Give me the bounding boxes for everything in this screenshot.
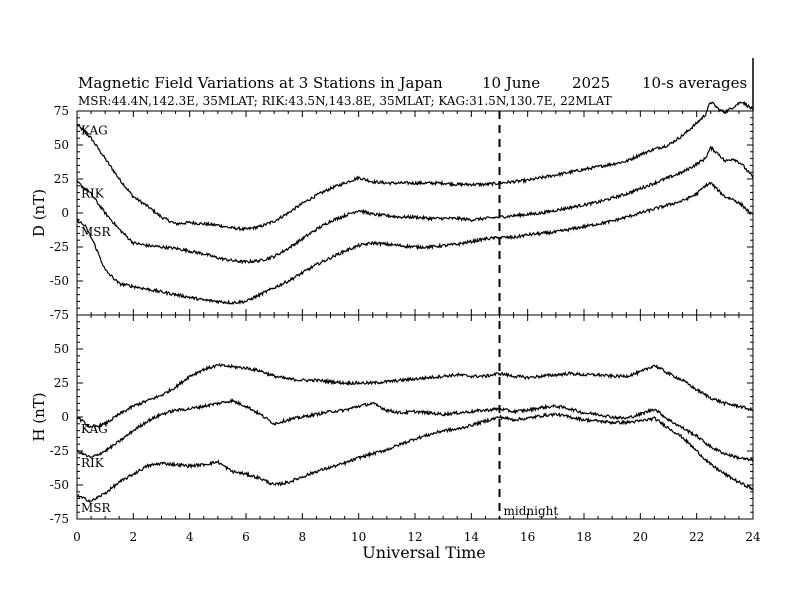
x-tick-label: 8 [299,530,307,544]
x-tick-label: 18 [576,530,591,544]
panel-2-series-rik [76,398,754,463]
panel-2-y-tick-label: -25 [50,444,69,458]
panel-1-y-axis-label: D (nT) [30,189,48,237]
chart-date: 10 June [482,74,540,92]
x-tick-label: 14 [464,530,480,544]
x-tick-label: 24 [745,530,761,544]
panel-2-series-msr [76,412,754,504]
x-tick-label: 20 [633,530,648,544]
x-tick-label: 10 [351,530,366,544]
panel-1-series-rik [76,145,754,265]
chart-averaging: 10-s averages [642,74,747,92]
panel-2-series-label-msr: MSR [81,501,112,515]
panel-2-series-label-rik: RIK [81,456,105,470]
x-tick-label: 2 [130,530,138,544]
panel-1-series-label-msr: MSR [81,225,112,239]
panel-1-frame [76,110,754,316]
panel-1-y-tick-label: 25 [54,172,69,186]
x-tick-label: 6 [242,530,250,544]
panel-1-y-tick-label: 50 [54,138,69,152]
panel-2-frame [76,314,754,520]
panels-group: 75 50 25 0 -25 -50 -75 D (nT) KAG RIK MSR 50 25 0 -25 -… [30,58,761,544]
x-axis-label: Universal Time [362,543,485,562]
station-subtitle: MSR:44.4N,142.3E, 35MLAT; RIK:43.5N,143.… [78,94,612,108]
x-tick-label: 22 [689,530,704,544]
x-tick-label: 16 [520,530,535,544]
x-tick-label: 4 [186,530,194,544]
panel-1-y-tick-label: -25 [50,240,69,254]
panel-1-series-label-rik: RIK [81,187,105,201]
x-tick-label: 12 [407,530,422,544]
midnight-label: midnight [504,504,559,518]
panel-1-series-label-kag: KAG [81,124,108,138]
panel-1-y-tick-label: 0 [61,206,69,220]
panel-2-y-tick-label: 0 [61,410,69,424]
panel-2-series-label-kag: KAG [81,422,108,436]
panel-1-y-tick-label: -50 [50,274,69,288]
panel-1-y-tick-label: 75 [54,104,69,118]
panel-2-y-tick-label: 50 [54,342,69,356]
panel-2-y-tick-label: -75 [50,512,69,526]
panel-1-series-kag [76,100,754,232]
panel-1-series-msr [76,181,754,306]
panel-1-y-tick-label: -75 [50,308,69,322]
chart-year: 2025 [572,74,610,92]
chart-title: Magnetic Field Variations at 3 Stations … [78,74,443,92]
x-tick-label: 0 [73,530,81,544]
panel-2-y-axis-label: H (nT) [30,392,48,441]
panel-2-y-tick-label: 25 [54,376,69,390]
panel-2-y-tick-label: -50 [50,478,69,492]
panel-2-series-kag [76,362,754,429]
